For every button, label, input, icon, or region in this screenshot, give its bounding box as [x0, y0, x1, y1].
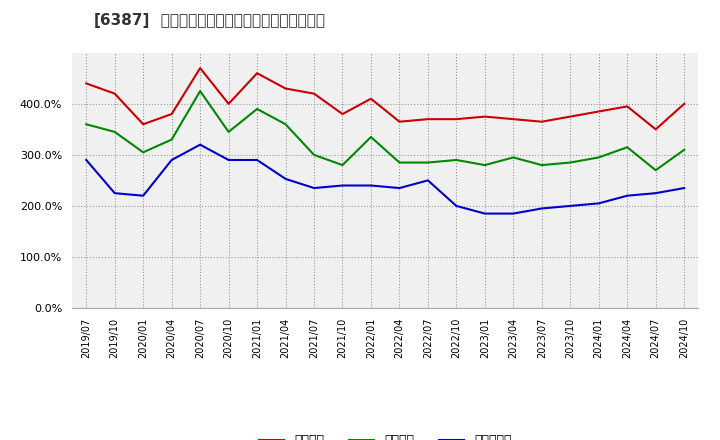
現預金比率: [395, 185, 404, 191]
現預金比率: [282, 176, 290, 182]
当座比率: [167, 137, 176, 142]
現預金比率: [423, 178, 432, 183]
当座比率: [225, 129, 233, 135]
流動比率: [595, 109, 603, 114]
流動比率: [110, 91, 119, 96]
当座比率: [509, 155, 518, 160]
当座比率: [480, 162, 489, 168]
流動比率: [395, 119, 404, 125]
流動比率: [623, 104, 631, 109]
現預金比率: [537, 206, 546, 211]
現預金比率: [196, 142, 204, 147]
流動比率: [680, 101, 688, 106]
流動比率: [452, 117, 461, 122]
現預金比率: [623, 193, 631, 198]
現預金比率: [480, 211, 489, 216]
流動比率: [225, 101, 233, 106]
現預金比率: [225, 158, 233, 163]
流動比率: [566, 114, 575, 119]
流動比率: [652, 127, 660, 132]
流動比率: [82, 81, 91, 86]
Line: 流動比率: 流動比率: [86, 68, 684, 129]
当座比率: [423, 160, 432, 165]
流動比率: [509, 117, 518, 122]
現預金比率: [82, 158, 91, 163]
現預金比率: [110, 191, 119, 196]
現預金比率: [652, 191, 660, 196]
Line: 当座比率: 当座比率: [86, 91, 684, 170]
Text: 流動比率、当座比率、現預金比率の推移: 流動比率、当座比率、現預金比率の推移: [151, 13, 325, 28]
流動比率: [282, 86, 290, 91]
当座比率: [196, 88, 204, 94]
当座比率: [537, 162, 546, 168]
当座比率: [623, 145, 631, 150]
現預金比率: [310, 185, 318, 191]
流動比率: [423, 117, 432, 122]
現預金比率: [366, 183, 375, 188]
流動比率: [167, 111, 176, 117]
流動比率: [310, 91, 318, 96]
当座比率: [680, 147, 688, 152]
当座比率: [253, 106, 261, 112]
当座比率: [452, 158, 461, 163]
当座比率: [310, 152, 318, 158]
現預金比率: [139, 193, 148, 198]
当座比率: [282, 121, 290, 127]
流動比率: [366, 96, 375, 101]
流動比率: [253, 70, 261, 76]
流動比率: [196, 66, 204, 71]
流動比率: [139, 121, 148, 127]
現預金比率: [566, 203, 575, 209]
当座比率: [595, 155, 603, 160]
当座比率: [82, 121, 91, 127]
現預金比率: [680, 185, 688, 191]
Text: [6387]: [6387]: [94, 13, 150, 28]
当座比率: [139, 150, 148, 155]
現預金比率: [338, 183, 347, 188]
当座比率: [338, 162, 347, 168]
当座比率: [110, 129, 119, 135]
現預金比率: [509, 211, 518, 216]
流動比率: [338, 111, 347, 117]
流動比率: [537, 119, 546, 125]
当座比率: [366, 134, 375, 139]
当座比率: [566, 160, 575, 165]
当座比率: [395, 160, 404, 165]
Legend: 流動比率, 当座比率, 現預金比率: 流動比率, 当座比率, 現預金比率: [254, 429, 516, 440]
当座比率: [652, 168, 660, 173]
流動比率: [480, 114, 489, 119]
Line: 現預金比率: 現預金比率: [86, 145, 684, 213]
現預金比率: [167, 158, 176, 163]
現預金比率: [452, 203, 461, 209]
現預金比率: [595, 201, 603, 206]
現預金比率: [253, 158, 261, 163]
